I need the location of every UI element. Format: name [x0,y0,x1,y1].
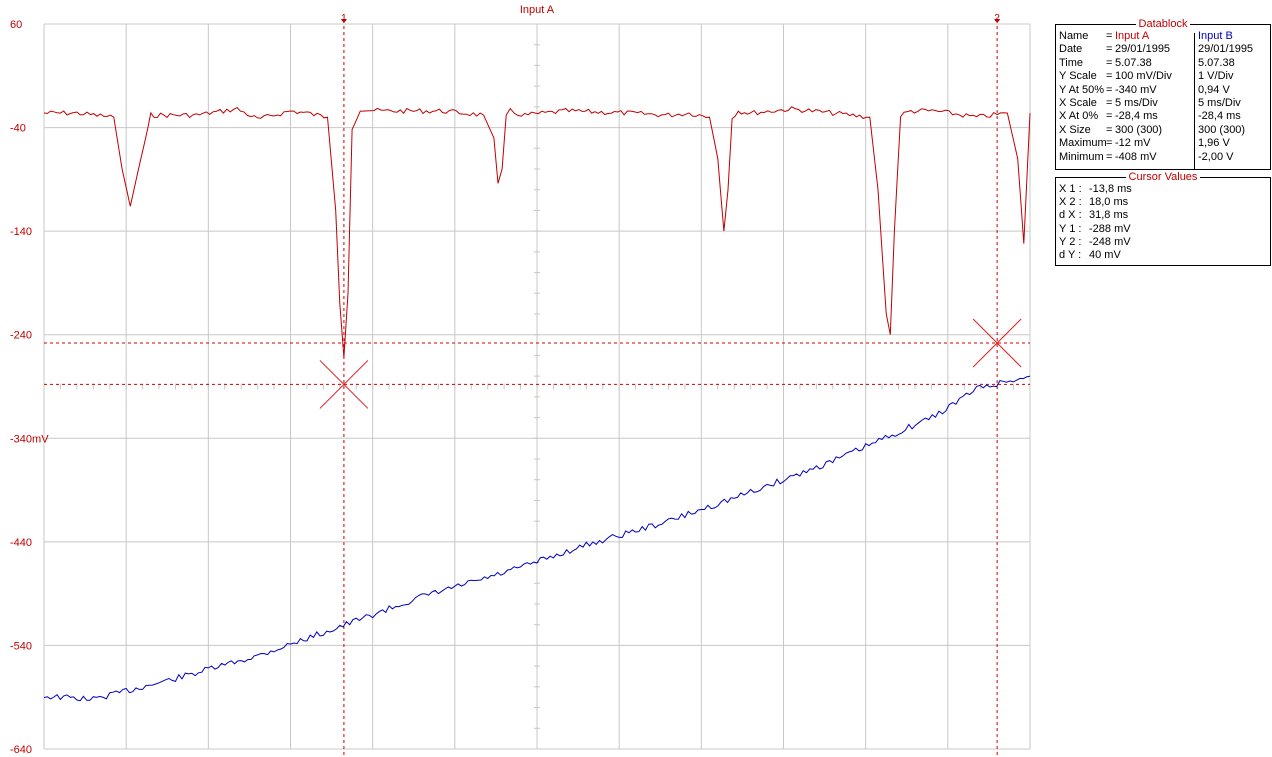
datablock-row: Time = 5.07.38 5.07.38 [1059,57,1267,70]
cursor-value-value: -248 mV [1089,235,1131,248]
datablock-value-input-b: 1,96 V [1198,137,1230,150]
datablock-row: Name = Input A Input B [1059,30,1267,43]
datablock-equals: = [1106,97,1113,109]
y-tick-label: -140 [10,226,32,238]
cursor-value-label: X 1 : [1059,183,1082,195]
datablock-row: Y Scale = 100 mV/Div 1 V/Div [1059,70,1267,83]
cursor-value-label: Y 1 : [1059,222,1082,235]
oscilloscope-plot: 60 -40 -140 -240 -340mV -440 -540 -640 Input A 1 2 [10,4,1031,756]
cursor-values-panel: Cursor Values X 1 : -13,8 ms X 2 :18,0 ms d… [1055,171,1271,266]
datablock-value-input-b: 1 V/Div [1198,70,1234,83]
cursor-value-value: 18,0 ms [1089,196,1129,209]
datablock-value-input-a: 5 ms/Div [1115,97,1158,109]
cursor-value-label: d X : [1059,209,1082,222]
datablock-value-input-a: -28,4 ms [1115,110,1158,123]
datablock-equals: = [1106,56,1113,69]
datablock-equals: = [1106,110,1113,123]
datablock-label: X At 0% [1059,110,1099,123]
cursor-value-label: d Y : [1059,249,1082,261]
datablock-row: X Scale = 5 ms/Div 5 ms/Div [1059,97,1267,110]
cursor-value-label: X 2 : [1059,196,1082,209]
y-tick-label: -440 [10,537,32,549]
datablock-value-input-b: -28,4 ms [1198,110,1241,123]
series-input-b-line [43,375,1031,702]
y-tick-label: -240 [10,330,32,342]
datablock-equals: = [1106,150,1113,163]
series-input-a-line [43,106,1031,358]
datablock-value-input-a: -340 mV [1115,83,1157,96]
datablock-value-input-b: -2,00 V [1198,150,1234,163]
datablock-equals: = [1106,123,1113,136]
datablock-equals: = [1106,83,1113,96]
datablock-value-input-b: 29/01/1995 [1198,43,1254,56]
datablock-label: Y At 50% [1059,83,1105,96]
cursor-value-value: -13,8 ms [1089,183,1132,195]
datablock-value-input-a: -12 mV [1115,137,1151,150]
chart-title: Input A [520,4,555,16]
cursor-value-row: X 2 : 18,0 ms [1059,196,1267,209]
cursor-value-value: 31,8 ms [1089,209,1129,222]
datablock-title: Datablock [1135,18,1191,30]
datablock-row: Date = 29/01/1995 29/01/1995 [1059,43,1267,56]
datablock-label: X Size [1059,123,1091,136]
datablock-label: X Scale [1059,97,1097,109]
cursor-value-row: Y 2 : -248 mV [1059,236,1267,249]
datablock-value-input-b: Input B [1198,30,1233,42]
cursor-value-row: d X : 31,8 ms [1059,209,1267,222]
cursor-value-value: 40 mV [1089,249,1121,261]
y-unit-label: mV [32,433,49,445]
datablock-label: Minimum [1059,150,1104,163]
datablock-label: Maximum [1059,137,1107,150]
cursor-value-row: d Y : 40 mV [1059,249,1267,262]
cursor-value-label: Y 2 : [1059,235,1082,248]
datablock-row: Y At 50% = -340 mV 0,94 V [1059,84,1267,97]
cursor-2-cross-marker [972,318,1022,368]
datablock-value-input-a: Input A [1115,30,1150,42]
datablock-equals: = [1106,137,1113,150]
datablock-equals: = [1106,43,1113,56]
y-tick-label: 60 [10,19,22,31]
datablock-value-input-a: 29/01/1995 [1115,43,1171,56]
datablock-equals: = [1106,30,1113,42]
cursor-value-row: Y 1 : -288 mV [1059,223,1267,236]
datablock-label: Name [1059,30,1089,42]
datablock-panel: Datablock Name = Input A Input B Date = 29/01/… [1055,18,1271,170]
datablock-row: Minimum = -408 mV -2,00 V [1059,151,1267,164]
datablock-value-input-a: -408 mV [1115,150,1157,163]
datablock-column-divider [1194,33,1195,169]
datablock-row: Maximum = -12 mV 1,96 V [1059,137,1267,150]
cursor-value-row: X 1 : -13,8 ms [1059,183,1267,196]
y-tick-label: -40 [10,123,26,135]
datablock-row: X At 0% = -28,4 ms -28,4 ms [1059,110,1267,123]
datablock-value-input-b: 0,94 V [1198,83,1230,96]
cursor-x1-marker-label: 1 [341,13,347,24]
datablock-value-input-a: 5.07.38 [1115,56,1152,69]
cursor-x1-marker-arrow [340,19,347,23]
datablock-label: Y Scale [1059,70,1097,83]
datablock-equals: = [1106,70,1113,83]
cursor-value-value: -288 mV [1089,222,1131,235]
cursor-x2-marker-label: 2 [994,13,1000,24]
datablock-value-input-b: 300 (300) [1198,123,1246,136]
y-tick-label: -340mV [10,433,49,445]
datablock-label: Time [1059,56,1084,69]
datablock-label: Date [1059,43,1083,56]
cursor-x2-marker-arrow [994,19,1001,23]
datablock-value-input-a: 100 mV/Div [1115,70,1172,83]
cursor-values-title: Cursor Values [1125,171,1201,183]
datablock-row: X Size = 300 (300) 300 (300) [1059,124,1267,137]
datablock-value-input-a: 300 (300) [1115,123,1163,136]
cursor-1-cross-marker [319,360,369,409]
y-tick-label: -640 [10,744,32,756]
y-tick-label: -540 [10,640,32,652]
datablock-value-input-b: 5.07.38 [1198,56,1235,69]
datablock-value-input-b: 5 ms/Div [1198,97,1241,109]
